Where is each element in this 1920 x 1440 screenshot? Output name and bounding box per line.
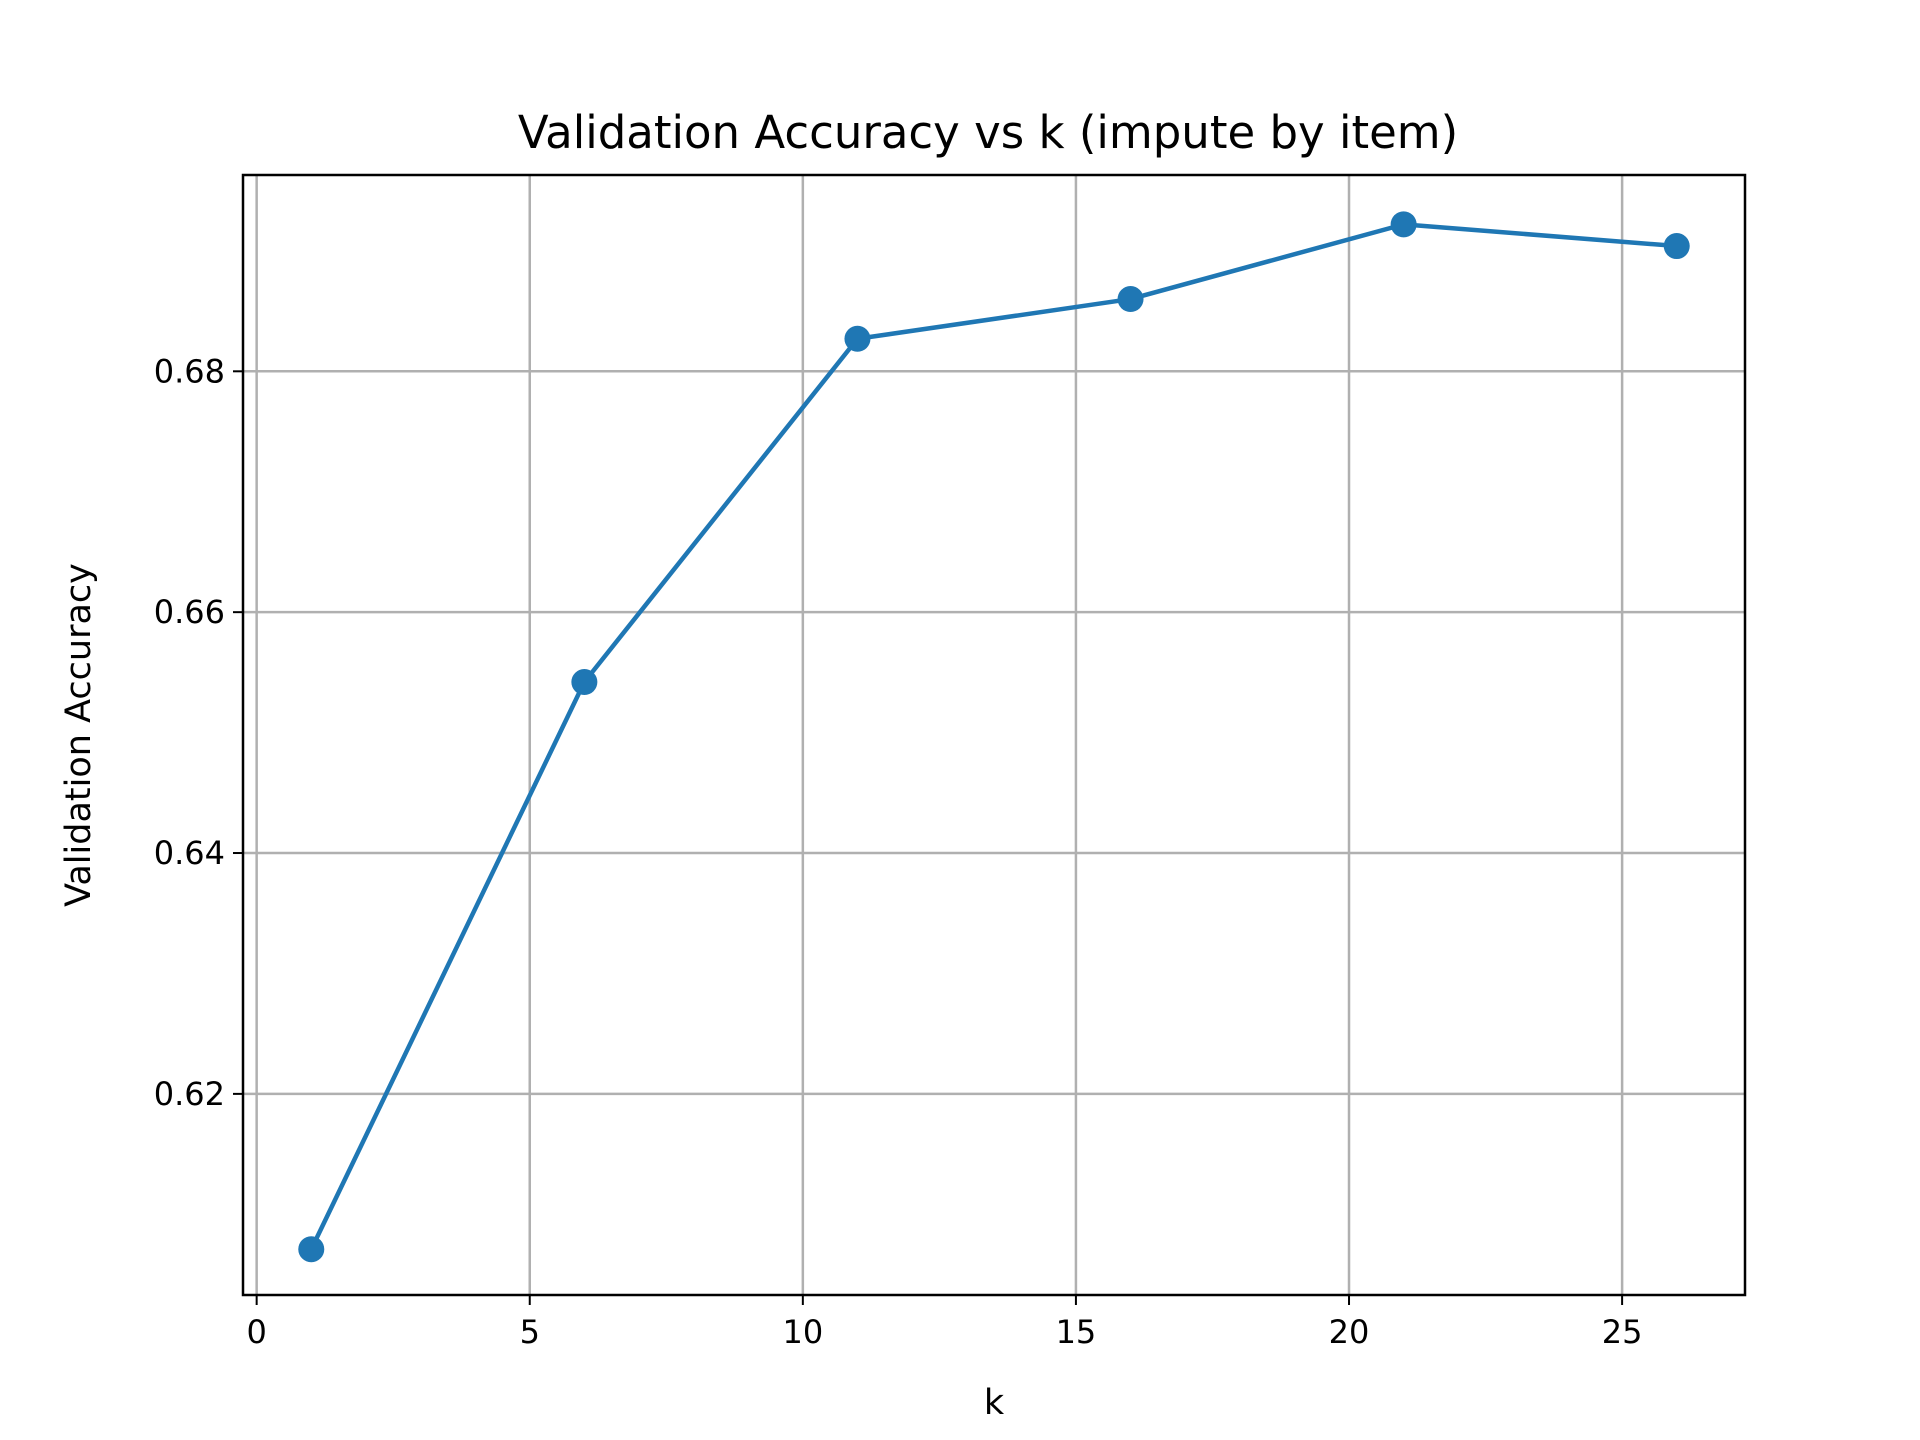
x-tick-label: 25 xyxy=(1602,1313,1643,1351)
y-axis-label: Validation Accuracy xyxy=(59,563,99,907)
x-tick-label: 10 xyxy=(782,1313,823,1351)
y-tick-label: 0.64 xyxy=(154,834,225,872)
y-tick-label: 0.62 xyxy=(154,1075,225,1113)
data-point xyxy=(1117,286,1144,313)
chart-title: Validation Accuracy vs k (impute by item… xyxy=(518,106,1458,159)
x-tick-label: 20 xyxy=(1329,1313,1370,1351)
series-line xyxy=(309,222,1677,1251)
tick-layer: 0 5 10 15 20 25 0.62 0.64 0.66 0.68 xyxy=(154,352,1643,1351)
x-tick-label: 5 xyxy=(520,1313,540,1351)
y-tick-label: 0.66 xyxy=(154,593,225,631)
y-tick-label: 0.68 xyxy=(154,352,225,390)
x-tick-label: 0 xyxy=(246,1313,266,1351)
data-point xyxy=(1390,211,1417,238)
data-point xyxy=(571,669,598,696)
x-tick-label: 15 xyxy=(1056,1313,1097,1351)
plot-frame xyxy=(241,173,1747,1297)
series-layer xyxy=(298,211,1690,1263)
x-axis-label: k xyxy=(984,1383,1005,1423)
data-point xyxy=(1663,233,1690,260)
data-point xyxy=(298,1236,325,1263)
grid-layer xyxy=(243,175,1745,1295)
data-point xyxy=(844,325,871,352)
